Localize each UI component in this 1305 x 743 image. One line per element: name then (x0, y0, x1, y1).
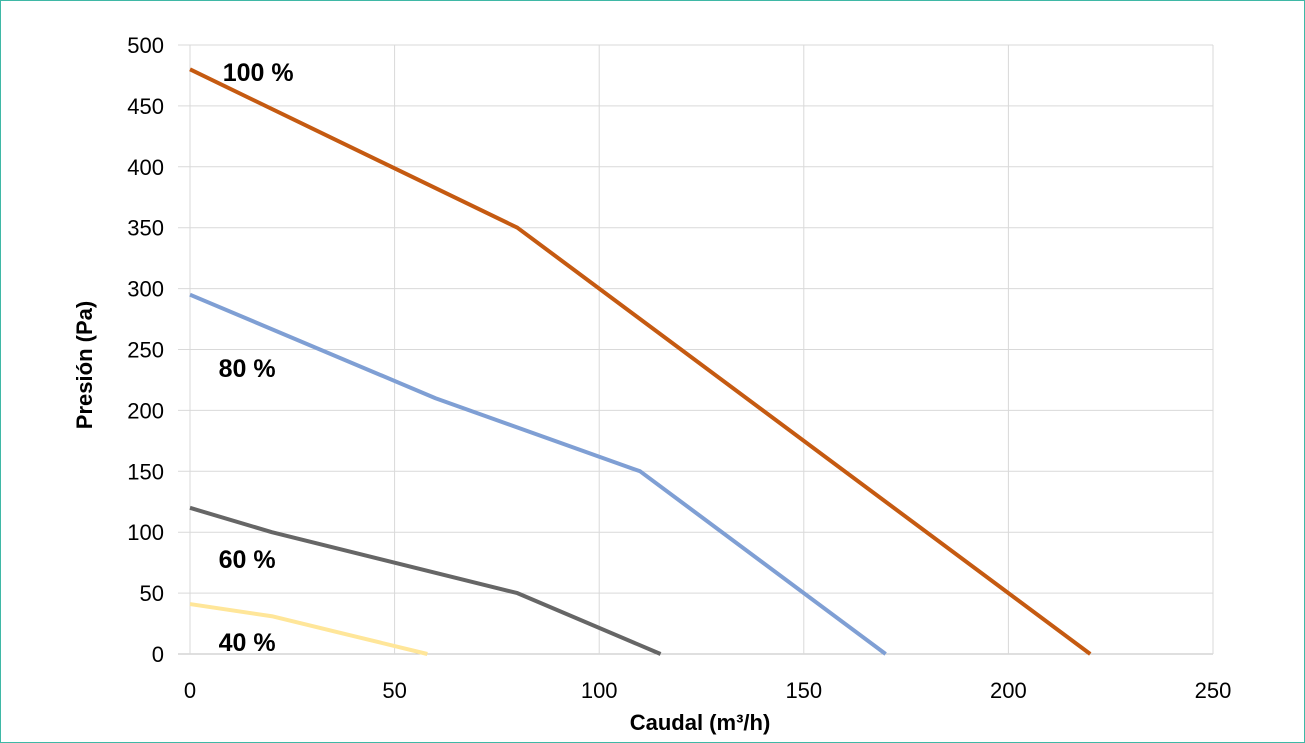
x-tick-label: 250 (1195, 678, 1232, 703)
x-tick-label: 200 (990, 678, 1027, 703)
label-layer: 100 % 80 % 60 % 40 % (219, 59, 294, 657)
series-line (189, 602, 428, 656)
y-tick-label: 500 (127, 33, 164, 58)
y-tick-label: 350 (127, 216, 164, 241)
y-tick-label: 200 (127, 398, 164, 423)
y-tick-label: 250 (127, 338, 164, 363)
y-tick-label: 300 (127, 277, 164, 302)
x-axis-title: Caudal (m³/h) (630, 710, 771, 735)
series-line (189, 67, 1092, 656)
series-label: 40 % (219, 629, 276, 657)
x-tick-label: 100 (581, 678, 618, 703)
y-tick-label: 400 (127, 155, 164, 180)
series-label: 60 % (219, 546, 276, 574)
y-tick-label: 50 (140, 581, 164, 606)
x-tick-label: 150 (785, 678, 822, 703)
series-label: 100 % (223, 59, 294, 87)
x-tick-label: 0 (184, 678, 196, 703)
y-tick-label: 150 (127, 459, 164, 484)
y-tick-label: 100 (127, 520, 164, 545)
y-axis-title: Presión (Pa) (72, 301, 97, 429)
series-line (189, 292, 887, 656)
x-tick-label: 50 (382, 678, 406, 703)
series-layer (189, 67, 1092, 656)
grid-layer (178, 44, 1214, 655)
series-line (189, 505, 662, 656)
series-label: 80 % (219, 355, 276, 383)
y-tick-label: 0 (152, 642, 164, 667)
tick-layer: 0 50 100 150 200 250 300 350 400 450 500 0 50 100 150 2… (127, 33, 1231, 703)
y-tick-label: 450 (127, 94, 164, 119)
